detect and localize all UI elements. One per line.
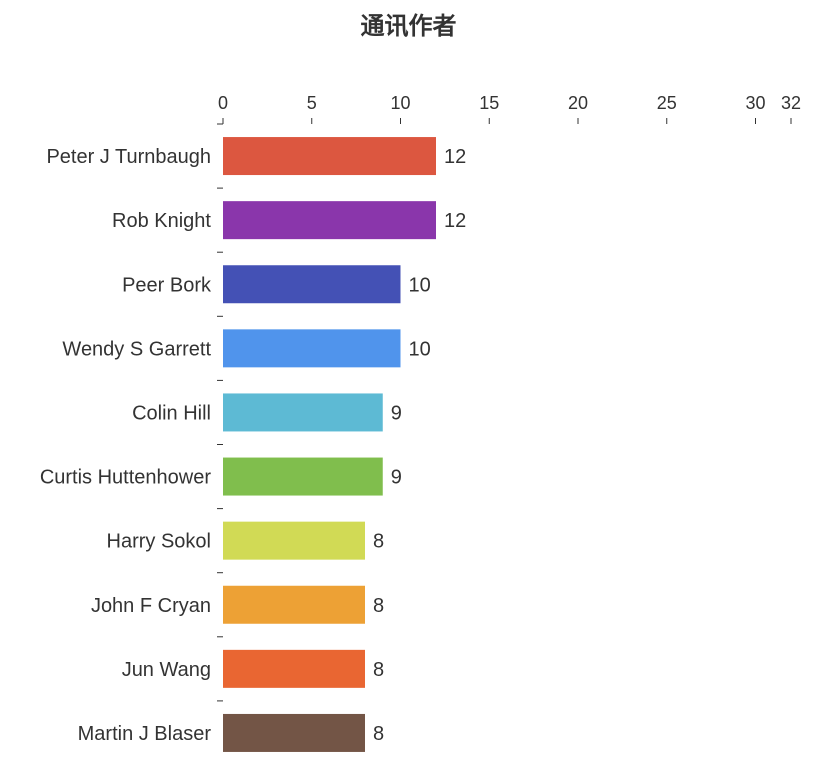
data-label: 12 bbox=[444, 210, 466, 232]
x-tick-label: 0 bbox=[218, 93, 228, 113]
bar bbox=[223, 265, 401, 304]
category-label: Martin J Blaser bbox=[78, 723, 212, 745]
data-label: 8 bbox=[373, 659, 384, 681]
category-label: Wendy S Garrett bbox=[62, 338, 211, 360]
data-label: 12 bbox=[444, 146, 466, 168]
x-tick-label: 10 bbox=[390, 93, 410, 113]
data-label: 9 bbox=[391, 467, 402, 489]
bar bbox=[223, 585, 365, 624]
x-tick-label: 5 bbox=[307, 93, 317, 113]
x-tick-label: 32 bbox=[781, 93, 801, 113]
x-tick-label: 30 bbox=[745, 93, 765, 113]
bars: 12 12 10 10 9 9 8 8 8 8 bbox=[223, 137, 466, 752]
category-label: Peer Bork bbox=[122, 274, 212, 296]
data-label: 8 bbox=[373, 723, 384, 745]
x-tick-label: 25 bbox=[657, 93, 677, 113]
bar bbox=[223, 329, 401, 368]
category-label: Jun Wang bbox=[122, 659, 211, 681]
data-label: 8 bbox=[373, 531, 384, 553]
x-tick-label: 20 bbox=[568, 93, 588, 113]
category-label: Peter J Turnbaugh bbox=[46, 146, 211, 168]
category-label: Harry Sokol bbox=[107, 531, 211, 553]
category-label: Colin Hill bbox=[132, 402, 211, 424]
category-label: Rob Knight bbox=[112, 210, 211, 232]
category-label: John F Cryan bbox=[91, 595, 211, 617]
category-label: Curtis Huttenhower bbox=[40, 467, 212, 489]
x-tick-label: 15 bbox=[479, 93, 499, 113]
x-axis: 0 5 10 15 20 25 30 32 bbox=[217, 93, 801, 125]
bar bbox=[223, 137, 436, 176]
bar bbox=[223, 649, 365, 688]
bar bbox=[223, 713, 365, 752]
data-label: 8 bbox=[373, 595, 384, 617]
chart-title: 通讯作者 bbox=[360, 12, 457, 40]
data-label: 9 bbox=[391, 402, 402, 424]
data-label: 10 bbox=[409, 338, 431, 360]
bar bbox=[223, 201, 436, 240]
bar bbox=[223, 393, 383, 432]
data-label: 10 bbox=[409, 274, 431, 296]
y-axis: Peter J Turnbaugh Rob Knight Peer Bork Wend… bbox=[40, 146, 223, 745]
bar bbox=[223, 457, 383, 496]
bar bbox=[223, 521, 365, 560]
